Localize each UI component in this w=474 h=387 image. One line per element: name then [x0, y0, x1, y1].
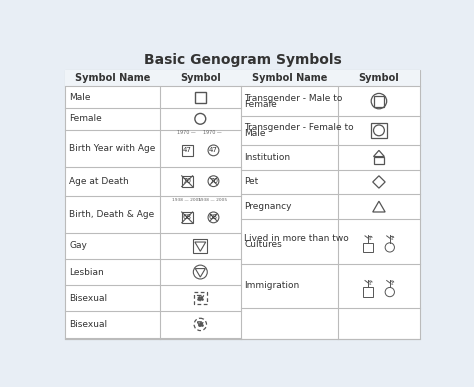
Bar: [338, 70, 419, 86]
Text: 1938 — 2005: 1938 — 2005: [172, 198, 201, 202]
Bar: [364, 243, 373, 252]
Text: Pet: Pet: [245, 178, 259, 187]
Text: Bisexual: Bisexual: [69, 320, 108, 329]
Text: Male: Male: [69, 93, 91, 102]
Bar: [241, 70, 338, 86]
Text: Gay: Gay: [69, 241, 87, 250]
Text: 1938 — 2005: 1938 — 2005: [198, 198, 228, 202]
Text: Age at Death: Age at Death: [69, 177, 129, 186]
Bar: [193, 239, 207, 253]
Bar: [182, 176, 192, 187]
Text: Transgender - Male to: Transgender - Male to: [245, 94, 343, 103]
Text: Birth Year with Age: Birth Year with Age: [69, 144, 155, 152]
Text: Symbol: Symbol: [358, 73, 399, 83]
Text: Lived in more than two: Lived in more than two: [245, 234, 349, 243]
Text: Transgender - Female to: Transgender - Female to: [245, 123, 354, 132]
Text: Symbol Name: Symbol Name: [75, 73, 150, 83]
Text: 70: 70: [182, 178, 191, 184]
Text: Symbol: Symbol: [180, 73, 221, 83]
Bar: [371, 123, 387, 138]
Text: Immigration: Immigration: [245, 281, 300, 290]
Bar: [65, 70, 160, 86]
Text: 4: 4: [391, 282, 393, 286]
Text: Pregnancy: Pregnancy: [245, 202, 292, 211]
Bar: [374, 96, 384, 106]
Text: 4: 4: [391, 237, 393, 241]
Bar: [195, 92, 206, 103]
Bar: [374, 157, 384, 164]
Text: 4: 4: [369, 282, 371, 286]
Text: 68: 68: [209, 214, 218, 220]
Text: 47: 47: [209, 147, 218, 153]
Text: Birth, Death & Age: Birth, Death & Age: [69, 210, 155, 219]
Text: Female: Female: [245, 100, 277, 109]
Text: 4: 4: [369, 237, 371, 241]
Text: 47: 47: [182, 147, 191, 153]
Text: Lesbian: Lesbian: [69, 267, 104, 277]
Bar: [194, 292, 207, 305]
Text: 70: 70: [209, 178, 218, 184]
Text: Bisexual: Bisexual: [69, 294, 108, 303]
Bar: [182, 145, 192, 156]
Text: Female: Female: [69, 114, 102, 123]
Bar: [182, 212, 192, 223]
Text: Cultures: Cultures: [245, 240, 282, 249]
Text: 1970 —: 1970 —: [177, 130, 196, 135]
Text: Symbol Name: Symbol Name: [252, 73, 327, 83]
Text: 1970 —: 1970 —: [203, 130, 222, 135]
Text: Institution: Institution: [245, 153, 291, 162]
Text: Basic Genogram Symbols: Basic Genogram Symbols: [144, 53, 342, 67]
Text: Male: Male: [245, 129, 266, 138]
Text: 68: 68: [182, 214, 191, 220]
Bar: [364, 288, 373, 297]
Bar: [160, 70, 241, 86]
